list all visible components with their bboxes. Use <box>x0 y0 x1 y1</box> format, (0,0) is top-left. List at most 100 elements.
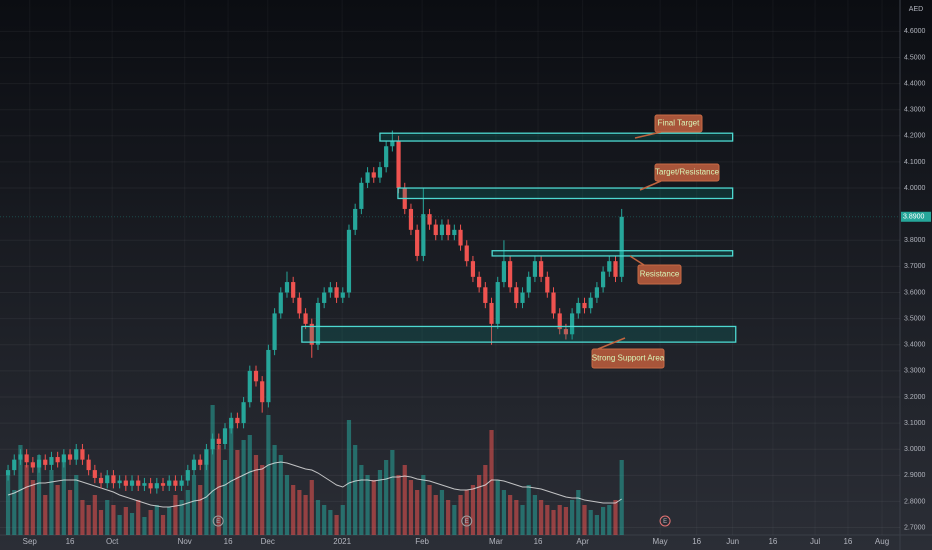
x-tick-label: Dec <box>261 537 275 546</box>
volume-bar <box>204 465 209 535</box>
candle-body <box>216 438 221 444</box>
y-tick-label: 3.2000 <box>904 394 926 401</box>
candle-body <box>390 141 395 147</box>
event-label: E <box>465 519 469 525</box>
candle-body <box>136 480 141 486</box>
last-price-tag <box>901 211 931 222</box>
x-tick-label: Sep <box>23 537 38 546</box>
y-tick-label: 3.8000 <box>904 237 926 244</box>
volume-bar <box>61 460 66 535</box>
zone <box>491 250 734 257</box>
volume-bar <box>346 420 352 535</box>
candle-body <box>24 454 29 463</box>
volume-bar <box>421 475 426 535</box>
callout-label: Resistance <box>640 270 680 279</box>
volume-bar <box>415 490 420 535</box>
volume-bar <box>36 455 42 535</box>
candle-body <box>303 313 308 324</box>
candle-body <box>353 208 358 230</box>
volume-bar <box>433 495 438 535</box>
candle-body <box>408 208 414 230</box>
volume-bar <box>284 475 290 535</box>
candle-body <box>508 261 513 288</box>
volume-bar <box>427 485 432 535</box>
candle-body <box>371 172 376 178</box>
volume-bar <box>222 460 228 535</box>
x-tick-label: Feb <box>415 537 429 546</box>
candle-body <box>210 438 215 450</box>
volume-bar <box>390 450 395 535</box>
candle-body <box>167 480 172 486</box>
volume-bar <box>365 475 370 535</box>
candle-body <box>576 302 581 314</box>
zone <box>397 187 734 200</box>
event-marker <box>461 515 473 527</box>
candle-body <box>18 454 23 460</box>
volume-bar <box>582 505 587 535</box>
volume-bar <box>322 505 327 535</box>
volume-bar <box>477 475 482 535</box>
candle-body <box>551 292 556 314</box>
event-marker <box>212 515 224 527</box>
volume-bar <box>129 513 135 535</box>
volume-bar <box>241 440 246 535</box>
candle-body <box>291 282 296 298</box>
x-tick-label: Jun <box>726 537 739 546</box>
x-tick-label: 16 <box>534 537 543 546</box>
candle-body <box>272 313 277 350</box>
x-tick-label: Apr <box>576 537 589 546</box>
candle-body <box>446 224 451 236</box>
volume-bar <box>501 490 507 535</box>
candle-body <box>489 302 494 324</box>
candle-body <box>160 483 166 486</box>
candle-body <box>415 229 420 256</box>
volume-bar <box>55 485 60 535</box>
last-price-label: 3.8900 <box>903 214 925 221</box>
candle-body <box>98 477 104 484</box>
candle-body <box>129 480 135 486</box>
candle-body <box>539 261 544 277</box>
volume-bar <box>92 495 97 535</box>
y-tick-label: 3.6000 <box>904 289 926 296</box>
candle-body <box>191 459 197 471</box>
candle-body <box>514 287 519 303</box>
volume-bar <box>260 465 265 535</box>
candle-body <box>235 417 240 424</box>
volume-bar <box>600 507 606 535</box>
candle-body <box>173 480 178 486</box>
candle-body <box>526 276 531 293</box>
volume-bar <box>291 485 296 535</box>
callout-pointer <box>597 337 626 350</box>
volume-bar <box>67 490 73 535</box>
candle-body <box>253 370 259 382</box>
volume-bar <box>49 470 54 535</box>
volume-bar <box>185 490 190 535</box>
y-tick-label: 3.1000 <box>904 420 926 427</box>
candle-body <box>74 449 79 460</box>
volume-bar <box>303 495 308 535</box>
volume-bar <box>470 485 476 535</box>
candle-body <box>545 276 550 293</box>
candle-body <box>86 459 91 471</box>
volume-bar <box>458 495 463 535</box>
y-tick-label: 4.1000 <box>904 159 926 166</box>
candle-body <box>588 297 593 309</box>
x-tick-label: Aug <box>875 537 889 546</box>
candle-body <box>123 480 128 486</box>
volume-bar <box>309 480 314 535</box>
candle-body <box>142 483 147 486</box>
candle-body <box>322 292 327 303</box>
volume-bar <box>464 490 469 535</box>
callout-box <box>654 163 720 182</box>
volume-bar <box>340 505 345 535</box>
volume-bar <box>297 490 302 535</box>
volume-bar <box>142 517 147 535</box>
candle-body <box>532 261 538 277</box>
volume-bar <box>136 500 141 535</box>
volume-bar <box>278 455 283 535</box>
candle-body <box>241 402 246 424</box>
volume-bar <box>334 515 339 535</box>
volume-bar <box>539 500 544 535</box>
candle-body <box>470 261 476 277</box>
volume-bar <box>570 500 575 535</box>
